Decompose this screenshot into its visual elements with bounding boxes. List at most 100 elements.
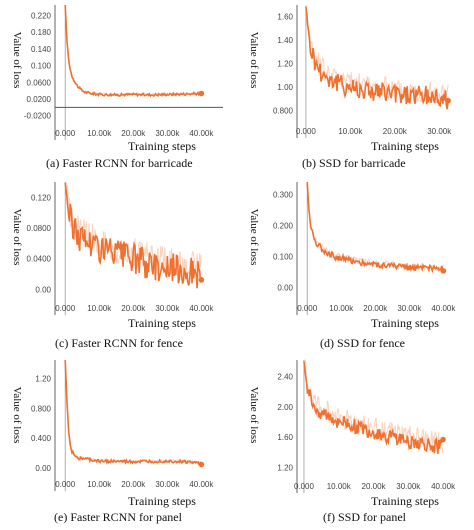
y-tick-label: 0.400 bbox=[31, 434, 52, 443]
series-end-point bbox=[198, 461, 205, 468]
y-tick-label: 2.40 bbox=[277, 373, 293, 382]
x-tick-label: 40.00k bbox=[189, 480, 214, 489]
y-tick-label: -0.0200 bbox=[24, 112, 52, 121]
x-tick-label: 40.00k bbox=[431, 304, 456, 313]
x-tick-label: 20.00k bbox=[121, 480, 146, 489]
x-axis-label: Training steps bbox=[128, 139, 196, 153]
series-smoothed-line bbox=[305, 6, 449, 110]
y-tick-label: 1.20 bbox=[277, 463, 293, 472]
series-end-point bbox=[198, 90, 205, 97]
x-tick-label: 40.00k bbox=[431, 482, 456, 491]
y-tick-label: 0.0600 bbox=[27, 78, 52, 87]
series-raw-line bbox=[306, 181, 444, 273]
chart-a: 0.220 0.180 0.140 0.100 0.0600 0.0200 -0.02000… bbox=[11, 4, 223, 153]
y-tick-label: 0.00 bbox=[277, 284, 293, 293]
y-tick-label: 0.120 bbox=[31, 193, 52, 202]
x-axis-label: Training steps bbox=[128, 494, 196, 508]
caption-e: (e) Faster RCNN for panel bbox=[54, 510, 182, 524]
x-tick-label: 30.00k bbox=[155, 480, 180, 489]
x-tick-label: 0.000 bbox=[55, 304, 76, 313]
chart-panel-a: 0.220 0.180 0.140 0.100 0.0600 0.0200 -0.0200 0… bbox=[0, 0, 237, 175]
x-tick-label: 10.00k bbox=[87, 304, 112, 313]
x-tick-label: 40.00k bbox=[189, 304, 214, 313]
y-tick-label: 1.60 bbox=[277, 13, 293, 22]
x-tick-label: 0.000 bbox=[297, 304, 318, 313]
x-tick-label: 20.00k bbox=[121, 129, 146, 138]
y-axis-label: Value of loss bbox=[11, 209, 23, 266]
series-end-point bbox=[440, 268, 447, 274]
series-smoothed-line bbox=[64, 182, 203, 289]
y-tick-label: 0.100 bbox=[31, 62, 52, 71]
series-raw-line bbox=[64, 359, 202, 465]
x-tick-label: 20.00k bbox=[362, 482, 387, 491]
x-tick-label: 30.00k bbox=[155, 129, 180, 138]
x-tick-label: 0.000 bbox=[296, 127, 317, 136]
caption-f: (f) SSD for panel bbox=[323, 510, 406, 524]
chart-panel-d: 0.300 0.200 0.100 0.00 0.000 10.00k 20.00k 30.0… bbox=[237, 177, 474, 352]
x-axis-label: Training steps bbox=[371, 494, 439, 508]
y-tick-label: 1.40 bbox=[277, 36, 293, 45]
x-axis-label: Training steps bbox=[371, 316, 439, 330]
x-tick-label: 30.00k bbox=[427, 127, 452, 136]
x-tick-label: 20.00k bbox=[383, 127, 408, 136]
y-tick-label: 0.0400 bbox=[27, 255, 52, 264]
y-tick-label: 0.0800 bbox=[27, 224, 52, 233]
y-tick-label: 1.20 bbox=[277, 60, 293, 69]
x-tick-label: 30.00k bbox=[396, 482, 421, 491]
chart-panel-b: 1.60 1.40 1.20 1.00 0.800 0.000 10.00k 20.00k 30… bbox=[237, 0, 474, 175]
chart-panel-f: 2.40 2.00 1.60 1.20 0.000 10.00k 20.00k 30.00k 4… bbox=[237, 355, 474, 530]
series-smoothed-line bbox=[303, 361, 444, 454]
x-tick-label: 0.000 bbox=[294, 482, 315, 491]
y-tick-label: 0.800 bbox=[273, 107, 294, 116]
series-smoothed-line bbox=[306, 181, 445, 274]
x-tick-label: 40.00k bbox=[189, 129, 214, 138]
chart-b: 1.60 1.40 1.20 1.00 0.800 0.000 10.00k 20.00k 30… bbox=[248, 4, 452, 153]
x-tick-label: 10.00k bbox=[329, 304, 354, 313]
series-end-point bbox=[440, 436, 446, 443]
chart-panel-e: 1.20 0.800 0.400 0.00 0.000 10.00k 20.00k 30.00… bbox=[0, 355, 237, 530]
y-tick-label: 0.100 bbox=[273, 253, 294, 262]
caption-d: (d) SSD for fence bbox=[320, 336, 405, 350]
y-axis-label: Value of loss bbox=[248, 32, 260, 89]
x-tick-label: 30.00k bbox=[155, 304, 180, 313]
y-tick-label: 0.180 bbox=[31, 28, 52, 37]
y-tick-label: 0.140 bbox=[31, 45, 52, 54]
y-tick-label: 0.220 bbox=[31, 11, 52, 20]
x-tick-label: 10.00k bbox=[327, 482, 352, 491]
chart-panel-c: 0.120 0.0800 0.0400 0.00 0.000 10.00k 20.00k 30… bbox=[0, 177, 237, 352]
y-tick-label: 1.20 bbox=[35, 375, 51, 384]
chart-f: 2.40 2.00 1.60 1.20 0.000 10.00k 20.00k 30.00k 4… bbox=[248, 359, 456, 508]
y-tick-label: 0.0200 bbox=[27, 95, 52, 104]
x-axis-label: Training steps bbox=[128, 316, 196, 330]
x-tick-label: 10.00k bbox=[87, 480, 112, 489]
y-tick-label: 2.00 bbox=[277, 403, 293, 412]
chart-c: 0.120 0.0800 0.0400 0.00 0.000 10.00k 20.00k 30… bbox=[11, 181, 214, 330]
x-tick-label: 10.00k bbox=[87, 129, 112, 138]
x-tick-label: 20.00k bbox=[363, 304, 388, 313]
series-raw-line bbox=[64, 4, 202, 97]
x-axis-label: Training steps bbox=[371, 139, 439, 153]
y-tick-label: 0.00 bbox=[35, 464, 51, 473]
chart-d: 0.300 0.200 0.100 0.00 0.000 10.00k 20.00k 30.0… bbox=[248, 181, 456, 330]
y-axis-label: Value of loss bbox=[248, 387, 260, 444]
caption-c: (c) Faster RCNN for fence bbox=[55, 336, 183, 350]
y-axis-label: Value of loss bbox=[11, 387, 23, 444]
caption-a: (a) Faster RCNN for barricade bbox=[46, 156, 193, 170]
y-tick-label: 1.00 bbox=[277, 83, 293, 92]
y-axis-label: Value of loss bbox=[11, 32, 23, 89]
series-smoothed-line bbox=[64, 359, 203, 466]
x-tick-label: 10.00k bbox=[338, 127, 363, 136]
y-tick-label: 0.200 bbox=[273, 222, 294, 231]
series-end-point bbox=[198, 277, 205, 283]
chart-e: 1.20 0.800 0.400 0.00 0.000 10.00k 20.00k 30.00… bbox=[11, 359, 214, 508]
y-tick-label: 0.300 bbox=[273, 190, 294, 199]
x-tick-label: 20.00k bbox=[121, 304, 146, 313]
series-end-point bbox=[445, 97, 451, 104]
caption-b: (b) SSD for barricade bbox=[302, 156, 406, 170]
y-tick-label: 0.00 bbox=[35, 285, 51, 294]
y-tick-label: 0.800 bbox=[31, 404, 52, 413]
x-tick-label: 0.000 bbox=[55, 129, 76, 138]
series-smoothed-line bbox=[64, 4, 202, 98]
x-tick-label: 0.000 bbox=[55, 480, 76, 489]
y-tick-label: 1.60 bbox=[277, 433, 293, 442]
